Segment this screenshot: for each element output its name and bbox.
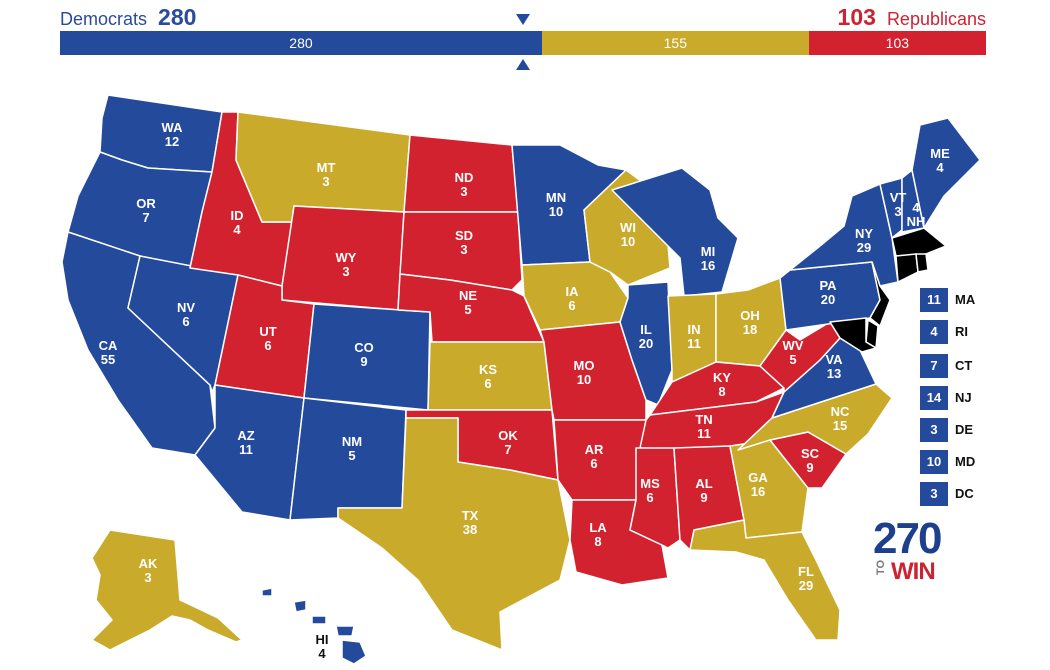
label-nm: NM 5 — [342, 434, 362, 463]
electoral-tally-header: Democrats 280 103 Republicans 280 155 10… — [0, 0, 1050, 80]
democrats-total: 280 — [158, 4, 197, 30]
state-ar[interactable] — [553, 419, 647, 501]
small-state-ma-ev: 11 — [920, 288, 948, 312]
label-wy: WY 3 — [336, 250, 357, 279]
small-state-nj-ev: 14 — [920, 386, 948, 410]
label-ut: UT 6 — [259, 324, 276, 353]
label-va: VA 13 — [825, 352, 843, 381]
republicans-tally: 103 Republicans — [832, 4, 986, 31]
small-state-ma-label: MA — [955, 292, 976, 307]
small-state-md-label: MD — [955, 454, 976, 469]
label-hi: HI 4 — [316, 632, 329, 661]
label-ks: KS 6 — [479, 362, 497, 391]
label-sd: SD 3 — [455, 228, 473, 257]
state-ri[interactable] — [915, 253, 929, 273]
label-or: OR 7 — [136, 196, 156, 225]
state-tx[interactable] — [337, 417, 571, 651]
label-pa: PA 20 — [819, 278, 837, 307]
democrats-tally: Democrats 280 — [60, 4, 202, 31]
label-az: AZ 11 — [237, 428, 254, 457]
state-fl[interactable] — [689, 519, 841, 641]
small-state-de-label: DE — [955, 422, 974, 437]
label-me: ME 4 — [930, 146, 950, 175]
state-nc[interactable] — [737, 383, 893, 455]
label-fl: FL 29 — [798, 564, 814, 593]
electoral-vote-bar: 280 155 103 — [60, 31, 986, 55]
state-ak[interactable] — [91, 529, 243, 651]
label-ia: IA 6 — [566, 284, 580, 313]
label-mi: MI 16 — [701, 244, 715, 273]
state-nj[interactable] — [869, 261, 891, 327]
label-mt: MT 3 — [317, 160, 336, 189]
state-me[interactable] — [911, 117, 981, 229]
republicans-label: Republicans — [886, 9, 986, 29]
logo-to: TO — [875, 560, 887, 576]
label-ne: NE 5 — [459, 288, 477, 317]
label-ar: AR 6 — [585, 442, 604, 471]
label-nc: NC 15 — [831, 404, 850, 433]
270-marker-top-icon — [516, 14, 530, 25]
state-hi[interactable] — [261, 587, 367, 665]
small-state-de-ev: 3 — [920, 418, 948, 442]
small-state-dc-ev: 3 — [920, 482, 948, 506]
small-state-nj-label: NJ — [955, 390, 972, 405]
label-ny: NY 29 — [855, 226, 873, 255]
label-tn: TN 11 — [695, 412, 712, 441]
label-tx: TX 38 — [462, 508, 479, 537]
label-sc: SC 9 — [801, 446, 820, 475]
logo-270: 270 — [873, 514, 942, 563]
label-ak: AK 3 — [139, 556, 158, 585]
state-md[interactable] — [829, 317, 877, 353]
logo-win: WIN — [891, 558, 936, 585]
label-il: IL 20 — [639, 322, 653, 351]
270-marker-bottom-icon — [516, 59, 530, 70]
label-nv: NV 6 — [177, 300, 195, 329]
small-state-dc-label: DC — [955, 486, 974, 501]
state-ct[interactable] — [895, 253, 919, 283]
label-ms: MS 6 — [640, 476, 660, 505]
label-mn: MN 10 — [546, 190, 566, 219]
bar-segment-democrats: 280 — [60, 31, 542, 55]
label-wv: WV 5 — [783, 338, 804, 367]
label-oh: OH 18 — [740, 308, 760, 337]
small-state-ct-ev: 7 — [920, 354, 948, 378]
republicans-total: 103 — [837, 4, 876, 30]
270towin-logo[interactable]: 270 TO WIN — [873, 514, 953, 586]
label-wa: WA 12 — [162, 120, 184, 149]
state-wy[interactable] — [281, 205, 405, 311]
label-la: LA 8 — [589, 520, 607, 549]
small-state-ri-ev: 4 — [920, 320, 948, 344]
label-co: CO 9 — [354, 340, 374, 369]
label-ca: CA 55 — [99, 338, 118, 367]
label-in: IN 11 — [687, 322, 701, 351]
label-vt: VT 3 — [890, 190, 907, 219]
label-ga: GA 16 — [748, 470, 768, 499]
label-wi: WI 10 — [620, 220, 636, 249]
bar-segment-tossup: 155 — [541, 31, 809, 55]
state-ma[interactable] — [891, 227, 947, 257]
label-id: ID 4 — [231, 208, 244, 237]
label-ky: KY 8 — [713, 370, 731, 399]
label-ok: OK 7 — [498, 428, 518, 457]
label-mo: MO 10 — [574, 358, 595, 387]
small-state-ct-label: CT — [955, 358, 973, 373]
small-state-md-ev: 10 — [920, 450, 948, 474]
small-state-ri-label: RI — [955, 324, 968, 339]
state-mi[interactable] — [611, 167, 739, 297]
label-al: AL 9 — [695, 476, 712, 505]
democrats-label: Democrats — [60, 9, 148, 29]
label-nh: 4 NH — [907, 200, 926, 229]
state-ms[interactable] — [629, 447, 681, 549]
label-nd: ND 3 — [455, 170, 474, 199]
bar-segment-republicans: 103 — [808, 31, 986, 55]
